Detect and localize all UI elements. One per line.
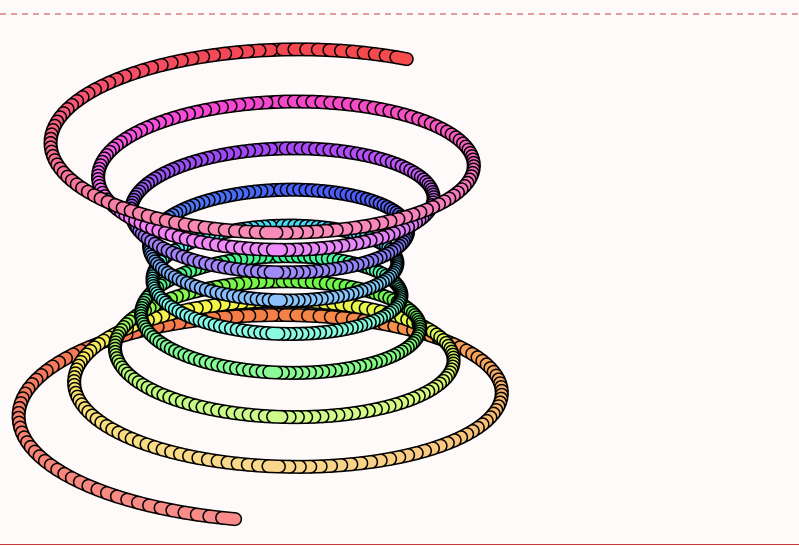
tube-segment (216, 512, 241, 525)
tube-segment (390, 51, 413, 65)
spiral-tube (11, 42, 509, 527)
